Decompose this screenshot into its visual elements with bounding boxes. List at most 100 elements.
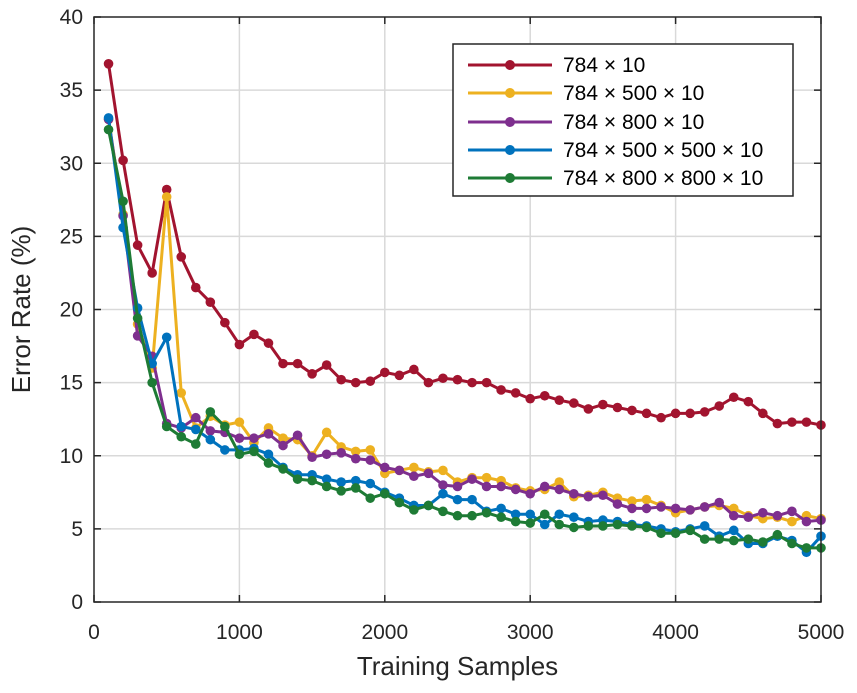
data-point (510, 516, 521, 527)
data-point (438, 465, 448, 476)
data-point (132, 313, 143, 324)
data-point (307, 475, 317, 486)
data-point (685, 505, 695, 515)
data-point (394, 370, 405, 381)
data-point (787, 538, 797, 549)
data-point (699, 502, 710, 512)
data-point (772, 418, 783, 429)
data-point (205, 434, 216, 445)
data-point (496, 385, 506, 395)
data-point (787, 506, 797, 517)
data-point (554, 477, 565, 487)
data-point (438, 373, 448, 384)
data-point (758, 408, 768, 419)
data-point (656, 502, 666, 512)
data-point (699, 407, 710, 417)
data-point (583, 491, 594, 502)
data-point (670, 408, 681, 419)
data-point (292, 358, 303, 369)
legend-label: 784 × 800 × 800 × 10 (563, 167, 763, 190)
data-point (365, 478, 376, 489)
data-point (423, 468, 434, 479)
data-point (525, 509, 535, 520)
data-point (336, 486, 346, 496)
data-point (481, 481, 492, 492)
data-point (394, 497, 405, 508)
data-point (190, 439, 201, 449)
data-point (496, 512, 506, 522)
data-point (496, 481, 506, 492)
data-point (176, 252, 187, 262)
data-point (350, 377, 361, 388)
data-point (699, 521, 710, 531)
data-point (321, 427, 332, 438)
data-point (627, 496, 637, 506)
data-point (176, 431, 187, 442)
y-tick-label: 35 (60, 79, 83, 102)
y-tick-label: 20 (60, 299, 83, 322)
y-tick-label: 30 (60, 152, 83, 175)
data-point (350, 446, 361, 457)
data-point (380, 488, 390, 499)
data-point (554, 509, 565, 520)
data-point (249, 329, 259, 340)
x-tick-label: 3000 (507, 621, 554, 644)
data-point (321, 449, 332, 460)
data-point (598, 399, 608, 410)
data-point (263, 449, 274, 460)
data-point (278, 433, 288, 444)
data-point (656, 528, 666, 539)
x-axis-label: Training Samples (357, 651, 558, 681)
data-point (481, 507, 492, 518)
y-tick-label: 15 (60, 372, 83, 395)
data-point (656, 412, 666, 423)
data-point (525, 488, 535, 499)
data-point (612, 402, 623, 413)
data-point (234, 433, 245, 444)
data-point (728, 510, 739, 521)
data-point (409, 505, 419, 515)
y-tick-label: 0 (71, 591, 83, 614)
data-point (452, 481, 463, 492)
data-point (350, 453, 361, 464)
data-point (772, 529, 783, 540)
data-point (583, 404, 594, 414)
data-point (787, 516, 797, 527)
data-point (598, 521, 608, 531)
data-point (714, 534, 725, 544)
data-point (510, 484, 521, 495)
data-point (336, 477, 346, 487)
data-point (685, 525, 695, 536)
data-point (612, 499, 623, 509)
data-point (118, 196, 128, 207)
data-point (118, 155, 128, 166)
legend-entry-series-2: 784 × 500 × 10 (468, 82, 704, 105)
data-point (220, 317, 230, 328)
data-point (569, 512, 579, 522)
data-point (641, 522, 652, 533)
data-point (641, 494, 652, 505)
data-point (699, 534, 710, 544)
data-point (539, 509, 550, 520)
data-point (176, 421, 187, 432)
data-point (467, 474, 477, 484)
data-point (467, 510, 477, 521)
legend-entry-series-1: 784 × 10 (468, 54, 645, 77)
tick-layer: 0 1000 2000 3000 4000 5000 0 5 10 15 20 25 30 35 40 (60, 6, 845, 644)
legend-marker (505, 60, 515, 70)
data-point (161, 192, 172, 202)
data-point (423, 377, 434, 388)
data-point (598, 490, 608, 501)
data-point (380, 367, 390, 378)
x-tick-label: 4000 (652, 621, 699, 644)
data-point (481, 472, 492, 483)
legend: 784 × 10 784 × 500 × 10 784 × 800 × 10 7… (452, 43, 794, 197)
data-point (263, 338, 274, 348)
data-point (103, 113, 114, 123)
series-layer (103, 59, 826, 558)
y-axis-label: Error Rate (%) (6, 226, 36, 394)
data-point (641, 503, 652, 514)
data-point (292, 430, 303, 441)
data-point (743, 396, 754, 407)
data-point (801, 417, 812, 427)
